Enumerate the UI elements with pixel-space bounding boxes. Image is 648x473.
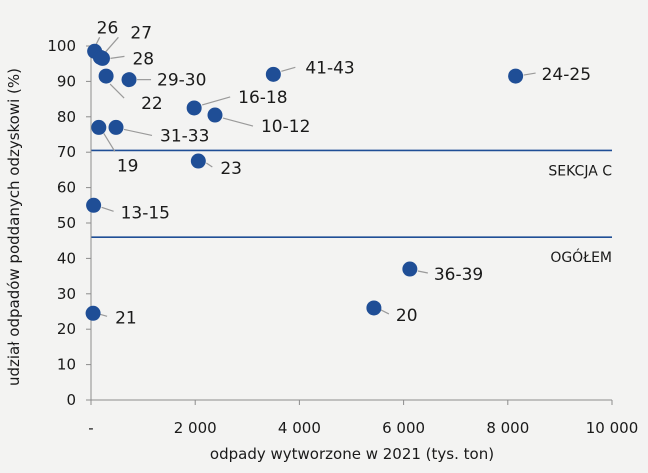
data-point	[86, 197, 102, 213]
data-point-label: 36-39	[434, 265, 483, 285]
data-point-label: 21	[115, 308, 137, 328]
leader-line	[109, 83, 125, 99]
data-point-label: 22	[141, 94, 163, 114]
x-tick-label: 2 000	[174, 419, 217, 437]
data-point-label: 10-12	[261, 117, 310, 137]
data-point	[94, 50, 110, 66]
y-tick-label: 40	[57, 249, 76, 267]
leader-line	[205, 162, 213, 168]
y-tick-label: 90	[57, 72, 76, 90]
data-point-label: 24-25	[542, 65, 591, 85]
data-point-label: 26	[97, 18, 119, 38]
y-tick-label: 20	[57, 320, 76, 338]
y-axis-title: udział odpadów poddanych odzyskowi (%)	[5, 68, 23, 386]
leader-line	[99, 313, 108, 317]
x-tick-label: 8 000	[486, 419, 529, 437]
data-point	[265, 66, 281, 82]
y-tick-label: 60	[57, 179, 76, 197]
data-point	[121, 72, 137, 88]
leader-line	[281, 66, 296, 72]
data-point-label: 28	[132, 49, 154, 69]
y-tick-label: 30	[57, 285, 76, 303]
data-point-label: 41-43	[305, 58, 354, 78]
y-tick-label: 0	[66, 391, 76, 409]
x-tick-label: 4 000	[278, 419, 321, 437]
data-point	[108, 119, 124, 135]
x-tick-label: -	[88, 419, 93, 437]
data-point	[402, 261, 418, 277]
x-axis-title: odpady wytworzone w 2021 (tys. ton)	[210, 445, 494, 463]
data-point	[98, 68, 114, 84]
y-tick-label: 10	[57, 356, 76, 374]
data-point	[207, 107, 223, 123]
data-point	[91, 119, 107, 135]
data-point	[190, 153, 206, 169]
data-point	[366, 300, 382, 316]
data-point-label: 20	[396, 306, 418, 326]
x-tick-label: 6 000	[382, 419, 425, 437]
reference-line-label: SEKCJA C	[548, 163, 612, 179]
reference-line-label: OGÓŁEM	[550, 248, 612, 266]
data-point	[85, 305, 101, 321]
leader-line	[201, 96, 231, 106]
leader-line	[103, 36, 119, 54]
x-tick-label: 10 000	[586, 419, 639, 437]
leader-line	[101, 206, 114, 212]
data-point-label: 31-33	[160, 126, 209, 146]
y-tick-label: 70	[57, 143, 76, 161]
data-point-label: 19	[117, 156, 139, 176]
data-point-label: 16-18	[238, 88, 287, 108]
y-tick-label: 50	[57, 214, 76, 232]
data-point	[186, 100, 202, 116]
data-point-label: 27	[130, 23, 152, 43]
leader-line	[380, 309, 390, 315]
leader-line	[103, 133, 116, 152]
data-point-label: 29-30	[157, 71, 206, 91]
data-point	[508, 68, 524, 84]
y-tick-label: 80	[57, 108, 76, 126]
leader-line	[110, 55, 125, 59]
data-point-label: 23	[220, 159, 242, 179]
data-point-label: 13-15	[121, 203, 170, 223]
y-tick-label: 100	[47, 37, 76, 55]
leader-line	[123, 128, 153, 137]
leader-line	[523, 72, 536, 76]
leader-line	[222, 117, 254, 127]
leader-line	[417, 270, 428, 274]
